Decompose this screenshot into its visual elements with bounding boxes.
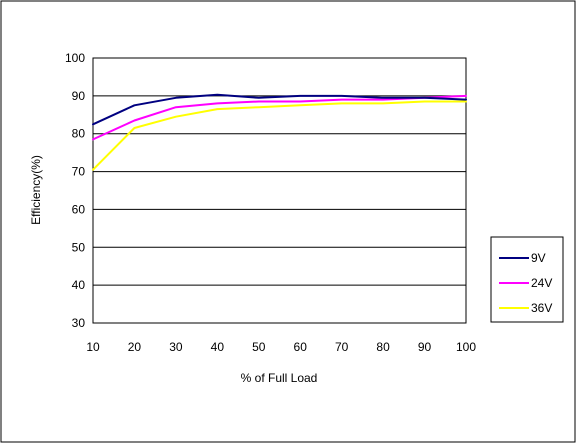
- x-tick-label: 100: [456, 340, 476, 354]
- x-tick-label: 50: [252, 340, 266, 354]
- y-tick-label: 30: [72, 316, 86, 330]
- legend-label: 24V: [531, 276, 552, 290]
- x-tick-label: 70: [335, 340, 349, 354]
- x-tick-label: 80: [376, 340, 390, 354]
- x-tick-label: 40: [211, 340, 225, 354]
- y-tick-label: 50: [72, 240, 86, 254]
- x-tick-labels: 10 20 30 40 50 60 70 80 90 100: [86, 340, 476, 354]
- legend-label: 9V: [531, 251, 546, 265]
- series-line-36V: [92, 100, 467, 171]
- y-tick-label: 90: [72, 89, 86, 103]
- legend: 9V 24V 36V: [490, 236, 564, 323]
- x-tick-label: 20: [128, 340, 142, 354]
- y-tick-label: 60: [72, 202, 86, 216]
- grid-layer: [93, 95, 466, 286]
- legend-label: 36V: [531, 301, 552, 315]
- x-tick-label: 10: [86, 340, 100, 354]
- series-layer: [92, 93, 467, 171]
- x-tick-label: 90: [418, 340, 432, 354]
- y-tick-label: 40: [72, 278, 86, 292]
- y-tick-label: 80: [72, 127, 86, 141]
- series-line-9V: [92, 93, 467, 126]
- y-tick-label: 70: [72, 165, 86, 179]
- x-axis-label: % of Full Load: [241, 371, 318, 385]
- x-tick-label: 60: [294, 340, 308, 354]
- x-tick-label: 30: [169, 340, 183, 354]
- y-tick-label: 100: [65, 51, 85, 65]
- y-tick-labels: 30 40 50 60 70 80 90 100: [65, 51, 85, 330]
- y-axis-label: Efficiency(%): [29, 155, 43, 225]
- legend-items: 9V 24V 36V: [499, 251, 552, 315]
